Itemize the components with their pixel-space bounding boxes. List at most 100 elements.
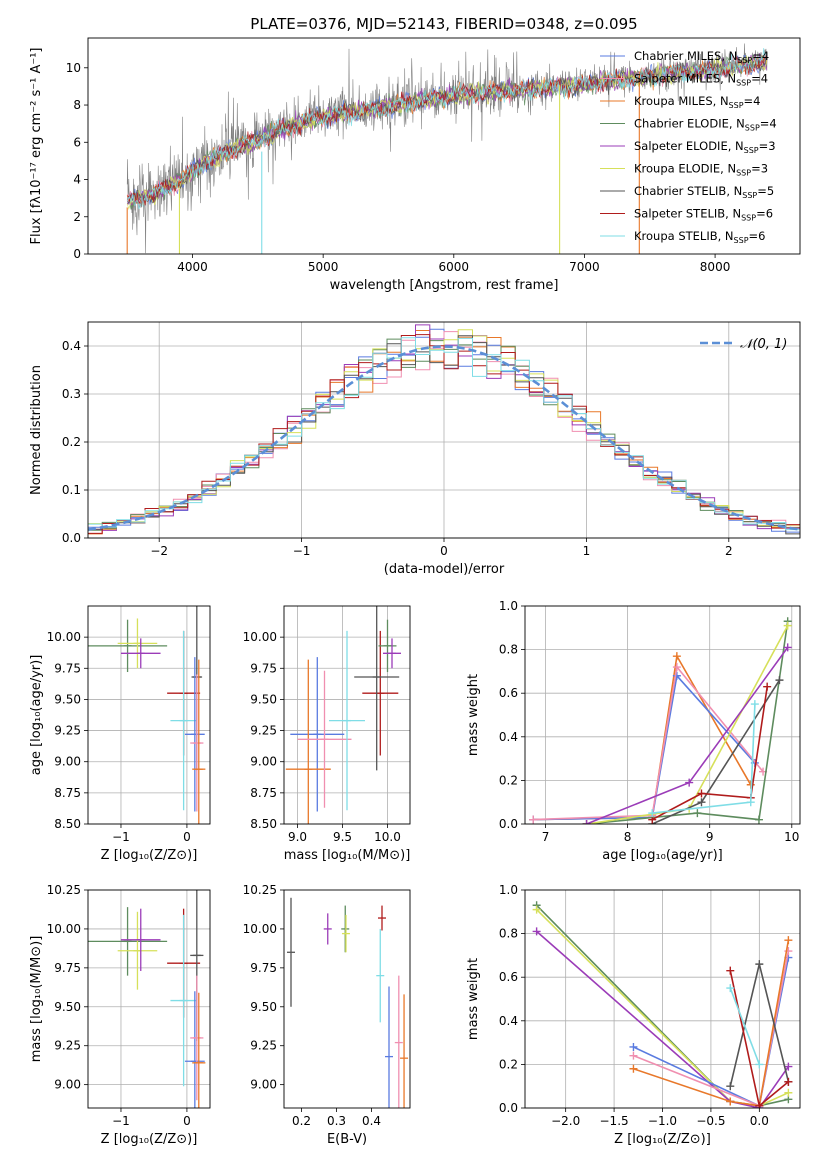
weight-marker — [693, 809, 702, 818]
plot-area — [88, 606, 210, 824]
axes-mass_vs_Z: −1 0 9.00 9.25 9.50 9.75 10.00 10.25 Z [log₁₀(Z/… — [29, 883, 211, 1147]
x-tick-label: 1 — [583, 544, 591, 558]
errorbar-point — [376, 928, 385, 1023]
errorbar-point — [378, 619, 397, 673]
y-tick-label: 10.25 — [243, 883, 277, 897]
y-axis-label: mass weight — [466, 958, 481, 1040]
y-tick-label: 0.3 — [62, 387, 81, 401]
x-axis-label: Z [log₁₀(Z/Z⊙)] — [101, 1132, 198, 1147]
y-tick-label: 9.25 — [250, 1039, 277, 1053]
legend-label: Kroupa MILES, NSSP=4 — [634, 94, 760, 110]
x-tick-label: 9.0 — [288, 830, 307, 844]
plot-area — [284, 890, 410, 1108]
errorbar-point — [184, 657, 205, 812]
weight-marker — [582, 820, 591, 824]
errorbar-point — [184, 991, 205, 1108]
y-tick-label: 9.25 — [250, 724, 277, 738]
axes-weight_vs_age: 7 8 9 10 0.0 0.2 0.4 0.6 0.8 1.0 age [log₁₀(age/yr… — [466, 599, 801, 863]
weight-line-salpeter_elodie — [536, 930, 790, 1108]
weight-marker — [726, 984, 735, 993]
weight-marker — [784, 1062, 793, 1071]
weight-marker — [755, 1060, 764, 1069]
y-axis-label: Normed distribution — [29, 365, 44, 495]
x-tick-label: −2 — [150, 544, 168, 558]
x-tick-label: 10 — [784, 830, 799, 844]
y-tick-label: 9.75 — [250, 961, 277, 975]
x-axis-label: age [log₁₀(age/yr)] — [602, 848, 723, 863]
legend-label: Chabrier ELODIE, NSSP=4 — [634, 117, 777, 133]
x-tick-label: 0 — [183, 1114, 191, 1128]
hist-kroupa_elodie — [88, 329, 800, 530]
weight-marker — [629, 1064, 638, 1073]
y-tick-label: 9.00 — [54, 1078, 81, 1092]
y-tick-label: 0.0 — [499, 817, 518, 831]
x-tick-label: 2 — [725, 544, 733, 558]
y-tick-label: 0.8 — [499, 927, 518, 941]
errorbar-point — [323, 913, 332, 945]
axes-age_vs_Z: −1 0 8.50 8.75 9.00 9.25 9.50 9.75 10.00 Z [log₁₀… — [29, 605, 211, 863]
errorbar-point — [341, 914, 350, 953]
weight-line-salpeter_stelib — [651, 686, 768, 821]
weight-line-chabrier_miles — [533, 674, 756, 821]
errorbar-point — [341, 905, 350, 953]
figure-title: PLATE=0376, MJD=52143, FIBERID=0348, z=0… — [250, 15, 637, 33]
weight-marker — [532, 927, 541, 936]
y-axis-label: mass weight — [466, 674, 481, 756]
x-axis-label: Z [log₁₀(Z/Z⊙)] — [101, 848, 198, 863]
x-axis-label: E(B-V) — [327, 1132, 367, 1147]
x-tick-label: 9 — [706, 830, 714, 844]
series-layer — [88, 324, 800, 535]
gauss-curve — [88, 345, 800, 531]
x-tick-label: 8 — [624, 830, 632, 844]
legend-label: Kroupa ELODIE, NSSP=3 — [634, 162, 768, 178]
errorbar-point — [383, 638, 401, 669]
axes-frame — [524, 605, 801, 825]
x-tick-label: 10.0 — [374, 830, 401, 844]
y-tick-label: 8.50 — [54, 817, 81, 831]
weight-marker — [763, 682, 772, 691]
x-axis-label: wavelength [Angstrom, rest frame] — [330, 278, 559, 293]
legend-label: 𝒩(0, 1) — [740, 337, 787, 352]
axes-frame — [87, 889, 211, 1109]
x-axis-label: mass [log₁₀(M/M⊙)] — [284, 848, 411, 863]
weight-marker — [532, 905, 541, 914]
x-tick-label: 0.2 — [292, 1114, 311, 1128]
legend-label: Chabrier STELIB, NSSP=5 — [634, 184, 774, 200]
y-tick-label: 10.00 — [47, 922, 81, 936]
axes-weight_vs_Z: −2.0 −1.5 −1.0 −0.5 0.0 0.0 0.2 0.4 0.6 0.8 1.0 Z [… — [466, 883, 801, 1147]
x-tick-label: −1 — [112, 830, 130, 844]
series-layer — [287, 897, 409, 1108]
y-tick-label: 0.2 — [499, 1057, 518, 1071]
legend-label: Kroupa STELIB, NSSP=6 — [634, 229, 765, 245]
x-tick-label: −1.0 — [648, 1114, 677, 1128]
y-tick-label: 9.25 — [54, 1039, 81, 1053]
x-tick-label: 7 — [542, 830, 550, 844]
y-tick-label: 9.00 — [250, 755, 277, 769]
x-tick-label: 0.4 — [362, 1114, 381, 1128]
y-tick-label: 0.1 — [62, 483, 81, 497]
y-tick-label: 0.6 — [499, 686, 518, 700]
x-tick-label: −0.5 — [696, 1114, 725, 1128]
errorbar-point — [170, 914, 197, 1087]
errorbar-point — [88, 619, 168, 673]
x-tick-label: 0 — [183, 830, 191, 844]
y-tick-label: 1.0 — [499, 883, 518, 897]
x-tick-label: 4000 — [177, 260, 208, 274]
errorbar-point — [297, 670, 352, 808]
y-tick-label: 10.25 — [47, 883, 81, 897]
x-tick-label: −1 — [293, 544, 311, 558]
weight-line-salpeter_miles — [533, 665, 764, 821]
y-tick-label: 10.00 — [47, 630, 81, 644]
errorbar-point — [290, 657, 345, 812]
weight-marker — [726, 1082, 735, 1091]
y-axis-label: age [log₁₀(age/yr)] — [29, 655, 44, 776]
weight-marker — [697, 789, 706, 798]
weight-marker — [726, 1097, 735, 1106]
errorbar-point — [285, 659, 331, 824]
y-tick-label: 8.50 — [250, 817, 277, 831]
spectrum-model-salpeter_stelib — [126, 53, 768, 206]
y-tick-label: 9.50 — [250, 1000, 277, 1014]
weight-marker — [775, 676, 784, 685]
weight-line-chabrier_elodie — [586, 621, 789, 824]
x-tick-label: 5000 — [308, 260, 339, 274]
